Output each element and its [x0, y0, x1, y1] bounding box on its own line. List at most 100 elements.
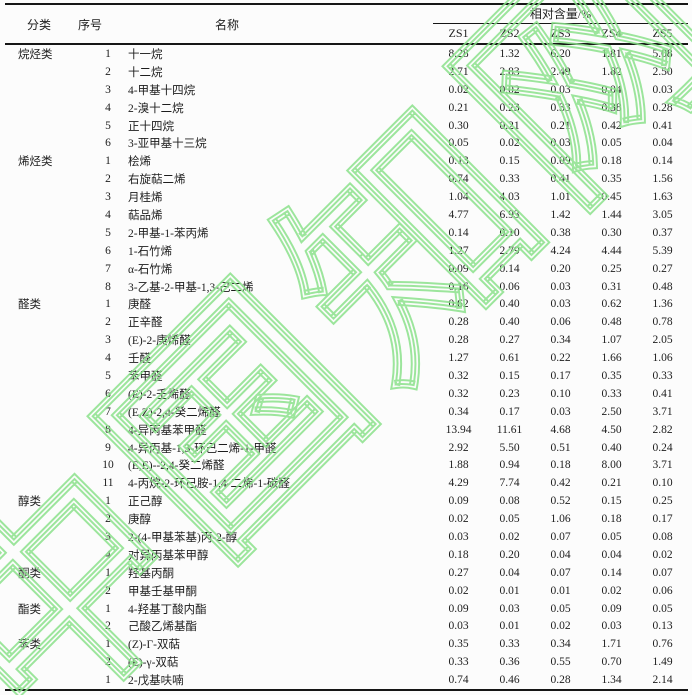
value-zs1: 8.28 [448, 47, 469, 60]
category-cell: 苯类 [18, 639, 41, 652]
value-zs4: 0.40 [601, 441, 622, 454]
value-zs1: 0.35 [448, 638, 469, 651]
value-zs5: 0.37 [652, 226, 673, 239]
value-zs1: 0.28 [448, 334, 469, 347]
table-row: 3 月桂烯 1.04 4.03 1.01 0.45 1.63 [5, 188, 688, 206]
compound-name: 3-亚甲基十三烷 [128, 138, 207, 151]
row-index: 3 [105, 83, 111, 96]
value-zs5: 1.49 [652, 656, 673, 669]
table-row: 6 3-亚甲基十三烷 0.05 0.02 0.03 0.05 0.04 [5, 134, 688, 152]
value-zs1: 0.13 [448, 155, 469, 168]
value-zs3: 0.20 [550, 262, 571, 275]
value-zs5: 0.25 [652, 495, 673, 508]
value-zs3: 0.03 [550, 405, 571, 418]
value-zs1: 0.09 [448, 602, 469, 615]
value-zs2: 0.05 [499, 513, 520, 526]
value-zs3: 0.03 [550, 280, 571, 293]
value-zs2: 0.21 [499, 119, 520, 132]
row-index: 5 [105, 226, 111, 239]
table-row: 3 (E)-2-庚烯醛 0.28 0.27 0.34 1.07 2.05 [5, 331, 688, 349]
row-index: 6 [105, 387, 111, 400]
value-zs4: 0.31 [601, 280, 622, 293]
value-zs1: 2.92 [448, 441, 469, 454]
value-zs5: 0.07 [652, 566, 673, 579]
value-zs2: 11.61 [496, 423, 523, 436]
value-zs3: 0.18 [550, 459, 571, 472]
compound-name: 十二烷 [128, 66, 163, 79]
value-zs4: 0.35 [601, 369, 622, 382]
row-index: 2 [105, 65, 111, 78]
compound-name: 正辛醛 [128, 317, 163, 330]
value-zs4: 0.45 [601, 191, 622, 204]
row-index: 8 [105, 423, 111, 436]
table-row: 1 2-戊基呋喃 0.74 0.46 0.28 1.34 2.14 [5, 671, 688, 689]
row-index: 2 [105, 584, 111, 597]
value-zs1: 0.09 [448, 262, 469, 275]
row-index: 1 [105, 47, 111, 60]
value-zs4: 0.04 [601, 83, 622, 96]
row-index: 3 [105, 191, 111, 204]
row-index: 1 [105, 298, 111, 311]
table-row: 8 4-异丙基苯甲醛 13.94 11.61 4.68 4.50 2.82 [5, 421, 688, 439]
value-zs4: 0.14 [601, 566, 622, 579]
compound-name: 4-甲基十四烷 [128, 84, 196, 97]
table-row: 酮类 1 羟基丙酮 0.27 0.04 0.07 0.14 0.07 [5, 564, 688, 582]
compound-name: 4-丙烷-2-环己胺-1,4-二烯-1-碳醛 [128, 478, 290, 491]
value-zs1: 1.88 [448, 459, 469, 472]
value-zs3: 0.05 [550, 602, 571, 615]
table-row: 5 2-甲基-1-苯丙烯 0.14 0.10 0.38 0.30 0.37 [5, 224, 688, 242]
value-zs1: 0.32 [448, 369, 469, 382]
compound-name: 十一烷 [128, 48, 163, 61]
value-zs5: 0.03 [652, 83, 673, 96]
value-zs3: 0.34 [550, 638, 571, 651]
compound-name: 4-异丙基苯甲醛 [128, 424, 207, 437]
row-index: 2 [105, 620, 111, 633]
value-zs4: 0.30 [601, 226, 622, 239]
value-zs2: 0.10 [499, 226, 520, 239]
category-cell: 醇类 [18, 496, 41, 509]
header-name: 名称 [214, 17, 239, 32]
value-zs1: 0.14 [448, 226, 469, 239]
compounds-table: 分类 序号 名称 相对含量/% ZS1 ZS2 ZS3 ZS4 ZS5 烷烃类 … [5, 3, 688, 692]
value-zs4: 0.48 [601, 316, 622, 329]
value-zs5: 0.48 [652, 280, 673, 293]
value-zs3: 0.07 [550, 530, 571, 543]
value-zs2: 0.40 [499, 298, 520, 311]
row-index: 5 [105, 119, 111, 132]
value-zs4: 0.70 [601, 656, 622, 669]
header-index: 序号 [77, 17, 102, 32]
value-zs4: 1.44 [601, 208, 622, 221]
value-zs2: 0.23 [499, 387, 520, 400]
value-zs4: 0.09 [601, 602, 622, 615]
value-zs3: 0.42 [550, 477, 571, 490]
value-zs3: 1.01 [550, 191, 571, 204]
table-row: 7 (E,Z)-2,4-癸二烯醛 0.34 0.17 0.03 2.50 3.7… [5, 403, 688, 421]
value-zs2: 2.79 [499, 244, 520, 257]
value-zs4: 0.62 [601, 298, 622, 311]
row-index: 2 [105, 316, 111, 329]
value-zs1: 0.03 [448, 620, 469, 633]
value-zs4: 0.18 [601, 513, 622, 526]
value-zs2: 2.83 [499, 65, 520, 78]
compound-name: 4-异丙基-1,3-环己二烯-1-甲醛 [128, 442, 277, 455]
compound-name: 己酸乙烯基酯 [128, 621, 197, 634]
row-index: 2 [105, 173, 111, 186]
table-row: 9 4-异丙基-1,3-环己二烯-1-甲醛 2.92 5.50 0.51 0.4… [5, 439, 688, 457]
value-zs4: 0.05 [601, 530, 622, 543]
value-zs3: 2.49 [550, 65, 571, 78]
value-zs4: 0.21 [601, 477, 622, 490]
value-zs5: 0.13 [652, 620, 673, 633]
row-index: 8 [105, 280, 111, 293]
value-zs1: 0.03 [448, 530, 469, 543]
row-index: 1 [105, 674, 111, 687]
value-zs2: 0.15 [499, 369, 520, 382]
value-zs2: 0.46 [499, 674, 520, 687]
row-index: 5 [105, 369, 111, 382]
value-zs2: 0.33 [499, 173, 520, 186]
table-row: 烯烃类 1 桧烯 0.13 0.15 0.09 0.18 0.14 [5, 152, 688, 170]
compound-name: 2-(4-甲基苯基)丙-2-醇 [128, 531, 238, 544]
row-index: 7 [105, 262, 111, 275]
value-zs3: 0.52 [550, 495, 571, 508]
value-zs3: 0.06 [550, 316, 571, 329]
